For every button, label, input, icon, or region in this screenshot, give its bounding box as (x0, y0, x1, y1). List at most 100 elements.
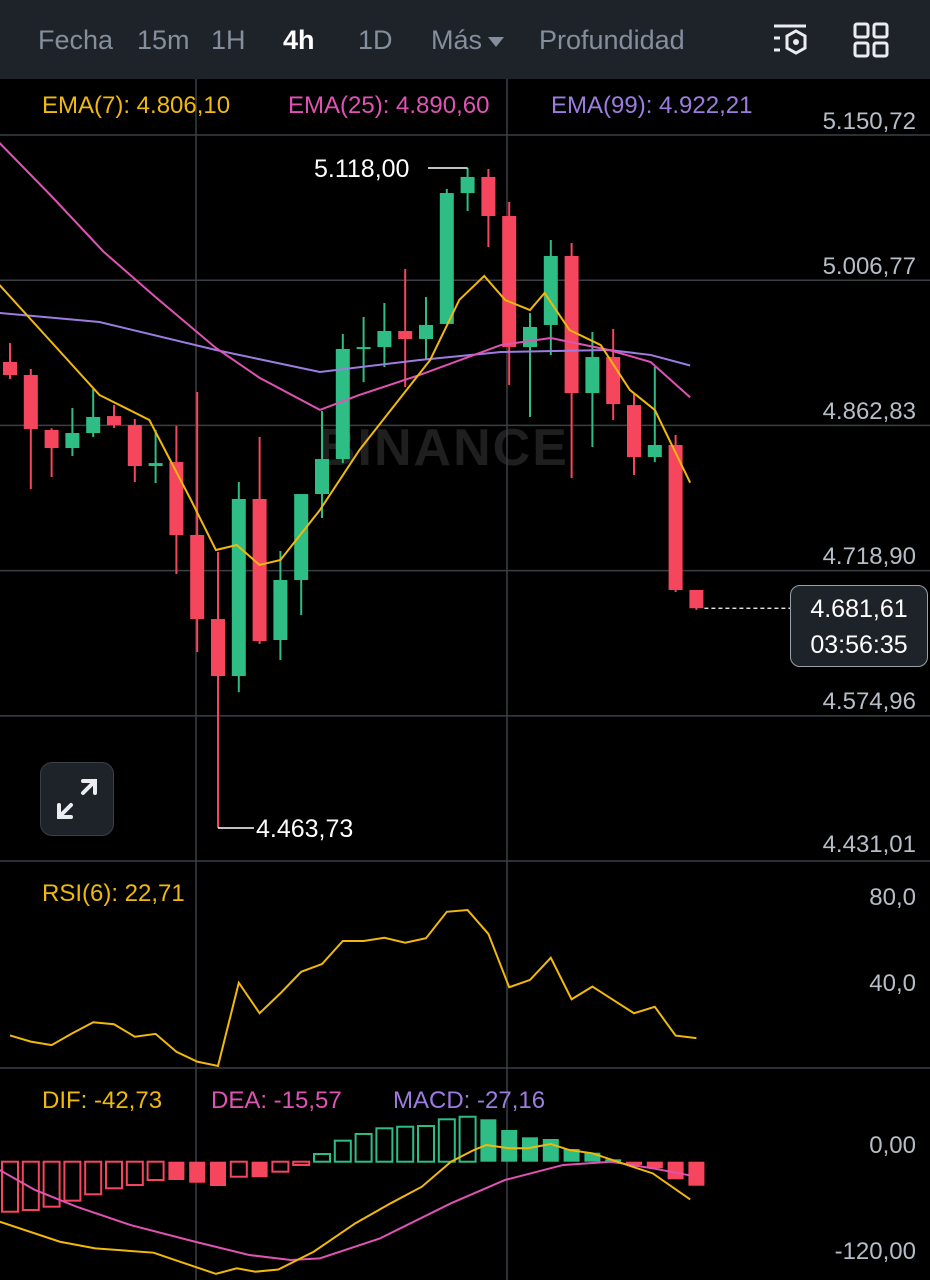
candle-down (627, 405, 641, 458)
macd-histogram-bar (42, 1160, 61, 1208)
macd-histogram-bar (63, 1160, 82, 1202)
macd-histogram-bar (437, 1118, 456, 1163)
macd-histogram-bar (563, 1148, 580, 1162)
macd-histogram-bar (522, 1137, 538, 1162)
tab-1d[interactable]: 1D (358, 25, 393, 55)
binance-watermark: BINANCE (318, 419, 569, 477)
tab-mas-dropdown[interactable]: Más (431, 24, 505, 56)
low-price-label: 4.463,73 (256, 815, 354, 843)
candle-down (23, 375, 38, 429)
last-price-tag: 4.681,61 03:56:35 (790, 585, 928, 667)
macd-histogram-bar (396, 1125, 415, 1163)
macd-histogram-bar (271, 1160, 290, 1173)
macd-histogram-bar (105, 1160, 123, 1190)
rsi-line (9, 909, 697, 1068)
candle-down (398, 331, 413, 339)
macd-histogram-bar (125, 1160, 144, 1187)
candle-up (585, 357, 600, 394)
candle-up (356, 347, 371, 350)
ema25-line (0, 142, 691, 412)
macd-histogram-bar (21, 1160, 40, 1212)
candle-down (44, 429, 59, 449)
macd-histogram-bar (84, 1160, 103, 1196)
rsi-legend: RSI(6): 22,71 (42, 880, 185, 907)
macd-histogram-bar (501, 1129, 518, 1162)
candle-up (419, 324, 433, 339)
tab-fecha[interactable]: Fecha (38, 25, 114, 55)
ema99-line (0, 312, 691, 373)
candle-up (460, 176, 475, 194)
layout-grid-icon[interactable] (851, 20, 891, 60)
candle-down (481, 176, 496, 217)
macd-histogram-bar (626, 1161, 642, 1165)
candle-down (668, 445, 683, 590)
candle-up (315, 459, 329, 495)
candle-up (231, 498, 246, 677)
rsi-tick: 80,0 (869, 884, 916, 911)
tab-profundidad[interactable]: Profundidad (539, 25, 685, 55)
macd-histogram-bar (146, 1160, 165, 1181)
macd-histogram-bar (189, 1161, 206, 1183)
macd-histogram-bar (480, 1119, 497, 1162)
dif-legend: DIF: -42,73 (42, 1087, 163, 1114)
high-price-label: 5.118,00 (314, 155, 410, 183)
candle-up (294, 494, 309, 580)
candle-up (65, 433, 80, 449)
candle-down (127, 425, 142, 466)
macd-histogram-bar (292, 1160, 311, 1166)
ema7-line (0, 274, 692, 567)
macd-histogram-bar (667, 1161, 684, 1180)
macd-histogram-bar (313, 1153, 331, 1163)
caret-down-icon (488, 36, 505, 47)
candle-up (439, 193, 454, 324)
macd-histogram-bar (354, 1132, 373, 1163)
price-tick: 4.718,90 (822, 543, 916, 570)
macd-histogram-bar (210, 1161, 226, 1186)
candle-up (86, 416, 101, 434)
macd-histogram-bar (688, 1161, 705, 1186)
tab-15m[interactable]: 15m (137, 25, 190, 55)
macd-histogram-bar (417, 1125, 435, 1163)
candle-down (3, 361, 17, 376)
dif-line (0, 1143, 691, 1275)
tab-mas-label: Más (431, 25, 483, 55)
ema25-legend: EMA(25): 4.890,60 (288, 92, 490, 119)
candle-down (211, 619, 225, 677)
macd-histogram-bar (584, 1152, 601, 1162)
chart-canvas[interactable] (0, 79, 930, 1280)
macd-histogram-bar (229, 1160, 248, 1178)
tab-4h[interactable]: 4h (283, 25, 315, 55)
expand-arrows-icon (57, 779, 97, 819)
macd-histogram-bar (646, 1161, 663, 1169)
candle-down (564, 255, 579, 394)
macd-histogram-bar (542, 1138, 559, 1162)
ema99-legend: EMA(99): 4.922,21 (551, 92, 753, 119)
macd-histogram-bar (168, 1161, 185, 1180)
candle-up (647, 445, 662, 458)
last-price: 4.681,61 (810, 595, 908, 623)
rsi-tick: 40,0 (869, 970, 916, 997)
candle-up (377, 331, 392, 348)
price-tick: 4.862,83 (822, 398, 916, 425)
price-tick: 5.006,77 (822, 253, 916, 280)
dea-legend: DEA: -15,57 (211, 1087, 342, 1114)
fullscreen-button[interactable] (40, 762, 114, 836)
candle-up (335, 348, 350, 460)
macd-histogram-bar (375, 1127, 394, 1163)
candle-up (523, 326, 537, 348)
indicator-settings-icon[interactable] (770, 20, 810, 60)
candle-down (107, 416, 121, 426)
candle-down (689, 589, 704, 609)
candle-down (252, 498, 267, 642)
candle-down (190, 535, 205, 620)
tab-1h[interactable]: 1H (211, 25, 246, 55)
dea-line (0, 1160, 691, 1262)
candle-up (273, 579, 288, 641)
macd-tick: -120,00 (834, 1238, 916, 1265)
macd-histogram-bar (458, 1115, 477, 1163)
candle-countdown: 03:56:35 (810, 631, 908, 659)
price-tick: 5.150,72 (822, 108, 916, 135)
macd-histogram-bar (251, 1161, 268, 1178)
candle-up (148, 463, 163, 466)
price-tick: 4.431,01 (822, 831, 916, 858)
